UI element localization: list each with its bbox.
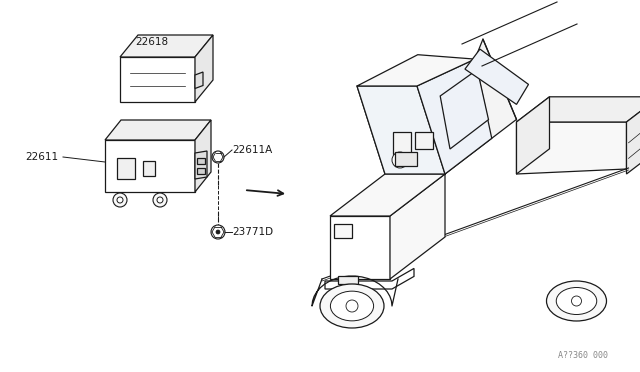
Polygon shape <box>105 120 211 140</box>
Text: 22611A: 22611A <box>232 145 272 155</box>
Polygon shape <box>330 216 390 279</box>
Polygon shape <box>117 158 135 179</box>
Polygon shape <box>195 72 203 89</box>
Ellipse shape <box>556 288 596 314</box>
Polygon shape <box>120 35 213 57</box>
Polygon shape <box>197 168 205 174</box>
Polygon shape <box>338 276 358 284</box>
Polygon shape <box>627 97 640 174</box>
Circle shape <box>117 197 123 203</box>
Polygon shape <box>393 132 411 154</box>
Text: A??360 000: A??360 000 <box>558 351 608 360</box>
Polygon shape <box>357 86 445 174</box>
Polygon shape <box>516 97 640 122</box>
Circle shape <box>392 152 408 168</box>
Text: 22611: 22611 <box>25 152 58 162</box>
Polygon shape <box>195 151 207 179</box>
Polygon shape <box>415 132 433 149</box>
Polygon shape <box>143 161 155 176</box>
Polygon shape <box>465 49 529 105</box>
Circle shape <box>346 300 358 312</box>
Circle shape <box>153 193 167 207</box>
Polygon shape <box>195 120 211 192</box>
Polygon shape <box>195 35 213 102</box>
Circle shape <box>216 230 220 234</box>
Circle shape <box>397 157 403 163</box>
Text: 22618: 22618 <box>136 37 168 47</box>
Polygon shape <box>330 174 445 216</box>
Ellipse shape <box>330 291 374 321</box>
Polygon shape <box>395 152 417 166</box>
Ellipse shape <box>320 284 384 328</box>
Polygon shape <box>325 269 414 289</box>
Polygon shape <box>334 224 352 238</box>
Ellipse shape <box>547 281 607 321</box>
Circle shape <box>211 225 225 239</box>
Circle shape <box>113 193 127 207</box>
Polygon shape <box>516 122 627 174</box>
Polygon shape <box>390 174 445 279</box>
Polygon shape <box>516 97 550 174</box>
Polygon shape <box>105 140 195 192</box>
Circle shape <box>212 151 224 163</box>
Polygon shape <box>197 158 205 164</box>
Circle shape <box>157 197 163 203</box>
Polygon shape <box>417 59 492 174</box>
Polygon shape <box>357 55 475 86</box>
Polygon shape <box>445 39 516 174</box>
Circle shape <box>572 296 582 306</box>
Text: 23771D: 23771D <box>232 227 273 237</box>
Polygon shape <box>440 70 488 149</box>
Polygon shape <box>120 57 195 102</box>
